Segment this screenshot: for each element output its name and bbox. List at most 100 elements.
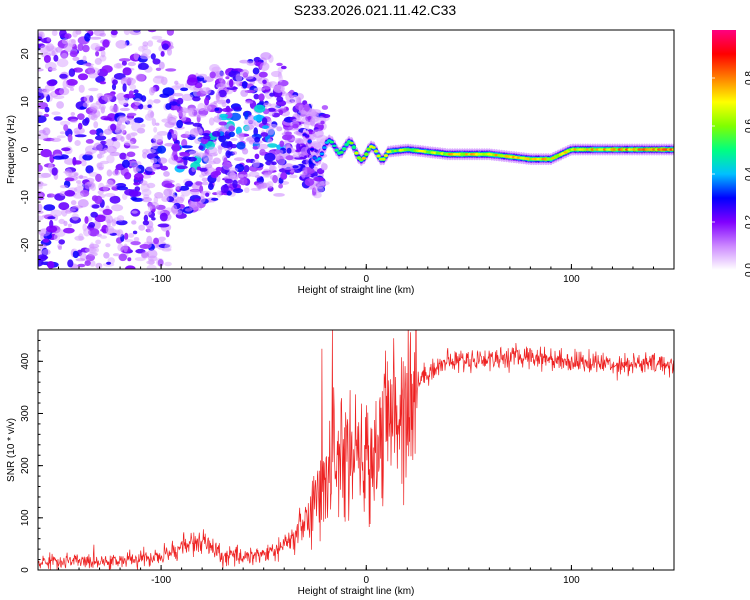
spectrogram-cell — [47, 261, 55, 269]
spectrogram-cell — [88, 72, 99, 79]
spectrogram-cell — [253, 87, 266, 92]
spectrogram-cell — [94, 57, 102, 65]
spectrogram-cell — [72, 30, 78, 38]
spectrogram-cell — [129, 84, 137, 90]
spectrogram-cell — [253, 93, 260, 100]
spectrogram-cell — [91, 195, 99, 202]
spectrogram-cell — [172, 92, 184, 97]
spectrogram-cell — [40, 149, 52, 158]
spectrogram-cell — [255, 182, 268, 190]
spectrogram-cell — [259, 62, 270, 71]
spectrogram-cell — [74, 134, 87, 138]
spectrogram-cell — [43, 113, 50, 118]
spectrogram-cell — [229, 112, 241, 121]
spectrogram-cell — [133, 172, 144, 181]
spectrogram-cell — [319, 180, 330, 186]
spectrogram-cell — [64, 158, 75, 165]
spectrogram-cell — [68, 68, 76, 77]
spectrogram-cell — [59, 131, 66, 135]
spectrogram-cell — [147, 99, 154, 106]
spectrogram-cell — [145, 148, 157, 154]
spectrogram-cell — [116, 215, 125, 222]
spectrogram-cell — [176, 165, 188, 170]
spectrogram-cell — [194, 138, 202, 144]
spectrogram-cell — [145, 166, 157, 172]
spectrogram-cell — [246, 61, 256, 66]
colorbar-tick-label: 0.8 — [744, 71, 750, 85]
spectrogram-cell — [151, 217, 156, 221]
spectrogram-cell — [105, 225, 115, 235]
spectrogram-cell — [106, 261, 112, 265]
spectrogram-cell — [88, 252, 98, 257]
spectrogram-cell — [88, 222, 96, 228]
spectrogram-cell — [197, 73, 207, 78]
spectrogram-cell — [164, 183, 175, 189]
spectrogram-cell — [210, 171, 219, 179]
spectrogram-cell — [51, 167, 58, 176]
spectrogram-cell — [215, 91, 220, 101]
spectrogram-cell — [128, 233, 135, 238]
spectrogram-cell — [131, 220, 137, 225]
y-tick-label: -10 — [20, 190, 31, 205]
spectrogram-cell — [51, 50, 56, 56]
spectrogram-cell — [181, 106, 187, 112]
spectrogram-cell — [46, 37, 51, 42]
y-tick-label: 0 — [20, 146, 31, 152]
spectrogram-cell — [228, 131, 235, 138]
spectrogram-cell — [166, 117, 175, 121]
spectrogram-cell — [263, 172, 271, 177]
spectrogram-cell — [154, 192, 164, 199]
spectrogram-cell — [61, 38, 69, 45]
spectrogram-cell — [74, 140, 81, 146]
spectrogram-cell — [217, 146, 222, 155]
spectrogram-cell — [167, 131, 172, 140]
spectrogram-cell — [127, 61, 136, 67]
spectrogram-cell — [202, 152, 208, 162]
spectrogram-cell — [102, 39, 110, 48]
spectrogram-cell — [134, 98, 142, 106]
spectrogram-cell — [58, 202, 70, 211]
spectrogram-cell — [190, 200, 196, 209]
spectrogram-cell — [38, 185, 43, 190]
spectrogram-cell — [72, 160, 83, 165]
spectrogram-cell — [201, 181, 209, 186]
spectrogram-cell — [46, 79, 57, 87]
spectrogram-cell — [269, 92, 275, 97]
spectrogram-cell — [85, 139, 94, 144]
spectrogram-cell — [130, 196, 138, 201]
spectrogram-cell — [88, 243, 100, 249]
spectrogram-cell — [50, 137, 62, 142]
spectrogram-cell — [122, 193, 128, 201]
x-axis-label: Height of straight line (km) — [298, 285, 415, 296]
spectrogram-cell — [304, 178, 315, 187]
spectrogram-cell — [164, 121, 175, 128]
spectrogram-cell — [304, 103, 310, 112]
spectrogram-cell — [63, 124, 69, 132]
spectrogram-cell — [157, 157, 168, 164]
spectrogram-cell — [282, 134, 293, 141]
spectrogram-cell — [254, 104, 266, 113]
spectrogram-cell — [373, 150, 379, 153]
spectrogram-cell — [63, 227, 75, 234]
spectrogram-cell — [351, 146, 357, 149]
spectrogram-cell — [123, 243, 128, 253]
spectrogram-cell — [77, 263, 86, 268]
spectrogram-cell — [110, 30, 118, 36]
spectrogram-cell — [131, 122, 142, 132]
spectrogram-cell — [94, 135, 107, 141]
spectrogram-cell — [58, 245, 62, 250]
spectrogram-cell — [165, 103, 172, 110]
spectrogram-cell — [223, 157, 228, 166]
spectrogram-cell — [70, 200, 77, 206]
spectrogram-cell — [184, 121, 194, 125]
spectrogram-cell — [141, 123, 146, 128]
spectrogram-cell — [55, 46, 63, 53]
spectrogram-cell — [179, 152, 191, 157]
spectrogram-cell — [77, 113, 85, 120]
spectrogram-cell — [240, 89, 249, 97]
spectrogram-cell — [88, 87, 99, 92]
spectrogram-cell — [359, 158, 364, 162]
colorbar-tick-label: 0.4 — [744, 167, 750, 181]
spectrogram-cell — [38, 31, 44, 37]
